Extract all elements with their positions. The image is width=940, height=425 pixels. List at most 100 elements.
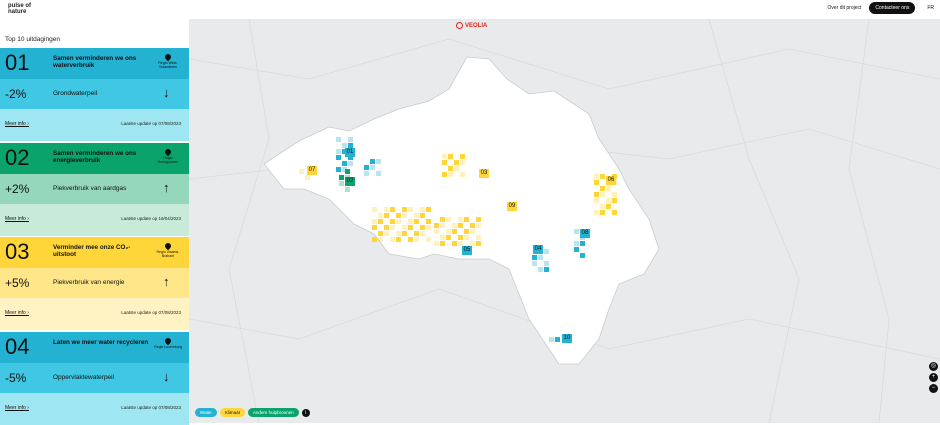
map-data-cell — [390, 219, 395, 224]
challenge-card-03[interactable]: 03 Verminder mee onze CO₂-uitstoot Regio… — [0, 237, 189, 330]
map-data-cell — [464, 217, 469, 222]
map-data-cell — [426, 225, 431, 230]
card-metric: +2% Piekverbruik van aardgas ↑ — [0, 174, 189, 204]
map-data-cell — [378, 219, 383, 224]
map-data-cell — [396, 219, 401, 224]
region-label: Regio Henegouwen — [158, 156, 179, 164]
map-data-cell — [299, 169, 304, 174]
map-data-cell — [440, 223, 445, 228]
card-header: 01 Samen verminderen we ons waterverbrui… — [0, 48, 189, 79]
map-data-cell — [402, 225, 407, 230]
metric-label: Piekverbruik van energie — [53, 279, 125, 286]
map-data-cell — [336, 149, 341, 154]
map-data-cell — [458, 217, 463, 222]
map-data-cell — [606, 198, 611, 203]
map-data-cell — [555, 337, 560, 342]
map-data-cell — [460, 160, 465, 165]
card-metric: +5% Piekverbruik van energie ↑ — [0, 268, 189, 298]
map-data-cell — [452, 229, 457, 234]
map-data-cell — [420, 207, 425, 212]
map-data-cell — [426, 219, 431, 224]
map-marker-08[interactable]: 08 — [580, 229, 590, 238]
location-pin-icon — [164, 148, 172, 156]
map-data-cell — [600, 210, 605, 215]
map-data-cell — [384, 231, 389, 236]
metric-change: -2% — [5, 87, 26, 101]
challenge-card-04[interactable]: 04 Laten we meer water recycleren Regio … — [0, 332, 189, 425]
region-label: Regio Luxemburg — [154, 345, 182, 349]
map-data-cell — [345, 169, 350, 174]
more-info-link[interactable]: Meer info › — [5, 310, 29, 316]
map-data-cell — [434, 241, 439, 246]
region-label: Regio Vlaams-Brabant — [157, 250, 180, 258]
map-data-cell — [396, 237, 401, 242]
locate-button[interactable]: ◎ — [929, 362, 938, 371]
map-marker-01[interactable]: 01 — [345, 148, 355, 157]
map-data-cell — [384, 213, 389, 218]
map-data-cell — [600, 186, 605, 191]
more-info-link[interactable]: Meer info › — [5, 121, 29, 127]
filter-other-resources[interactable]: Andere hulpbronnen — [248, 408, 299, 417]
about-link[interactable]: Over dit project — [828, 5, 862, 11]
top-nav: Over dit project Contacteer ons FR — [828, 2, 940, 14]
map-data-cell — [574, 229, 579, 234]
map[interactable]: 01 02 03 04 05 06 07 08 09 10 — [189, 19, 940, 423]
map-data-cell — [452, 223, 457, 228]
map-data-cell — [342, 161, 347, 166]
map-data-cell — [370, 159, 375, 164]
map-data-cell — [612, 210, 617, 215]
card-title: Laten we meer water recycleren — [53, 339, 153, 346]
map-data-cell — [606, 204, 611, 209]
map-marker-09[interactable]: 09 — [507, 202, 517, 211]
map-data-cell — [606, 186, 611, 191]
map-data-cell — [544, 267, 549, 272]
map-data-cell — [414, 213, 419, 218]
card-footer: Meer info › Laatste update op 07/08/2023 — [0, 298, 189, 330]
map-marker-10[interactable]: 10 — [562, 334, 572, 343]
map-data-cell — [408, 225, 413, 230]
map-data-cell — [414, 231, 419, 236]
challenge-card-02[interactable]: 02 Samen verminderen we ons energieverbr… — [0, 143, 189, 236]
map-data-cell — [538, 255, 543, 260]
map-data-cell — [600, 192, 605, 197]
last-update: Laatste update op 18/04/2023 — [121, 216, 181, 221]
zoom-in-button[interactable]: + — [929, 373, 938, 382]
last-update: Laatste update op 07/08/2023 — [121, 310, 181, 315]
map-data-cell — [384, 207, 389, 212]
contact-button[interactable]: Contacteer ons — [869, 2, 915, 14]
more-info-link[interactable]: Meer info › — [5, 216, 29, 222]
card-title: Verminder mee onze CO₂-uitstoot — [53, 244, 153, 258]
map-data-cell — [532, 255, 537, 260]
map-canvas[interactable] — [189, 19, 940, 423]
zoom-out-button[interactable]: − — [929, 384, 938, 393]
map-marker-02[interactable]: 02 — [345, 177, 355, 186]
map-data-cell — [580, 253, 585, 258]
map-data-cell — [574, 241, 579, 246]
map-data-cell — [348, 161, 353, 166]
map-marker-04[interactable]: 04 — [533, 245, 543, 254]
challenge-card-01[interactable]: 01 Samen verminderen we ons waterverbrui… — [0, 48, 189, 141]
language-switch[interactable]: FR — [927, 5, 934, 11]
map-data-cell — [544, 261, 549, 266]
map-marker-05[interactable]: 05 — [462, 246, 472, 255]
card-metric: -2% Grondwaterpeil ↓ — [0, 79, 189, 109]
info-icon[interactable]: i — [302, 409, 310, 417]
map-data-cell — [376, 171, 381, 176]
map-marker-06[interactable]: 06 — [606, 176, 616, 185]
map-marker-03[interactable]: 03 — [479, 169, 489, 178]
map-marker-07[interactable]: 07 — [307, 166, 317, 175]
arrow-up-icon: ↑ — [163, 180, 170, 195]
logo[interactable]: pulse of nature — [8, 3, 31, 15]
map-data-cell — [390, 225, 395, 230]
arrow-down-icon: ↓ — [163, 85, 170, 100]
metric-label: Piekverbruik van aardgas — [53, 185, 126, 192]
filter-water[interactable]: Water — [195, 408, 217, 417]
map-data-cell — [612, 192, 617, 197]
filter-climate[interactable]: Klimaat — [220, 408, 245, 417]
map-data-cell — [538, 267, 543, 272]
more-info-link[interactable]: Meer info › — [5, 405, 29, 411]
map-data-cell — [612, 198, 617, 203]
map-data-cell — [440, 241, 445, 246]
map-data-cell — [420, 231, 425, 236]
card-footer: Meer info › Laatste update op 18/04/2023 — [0, 204, 189, 236]
